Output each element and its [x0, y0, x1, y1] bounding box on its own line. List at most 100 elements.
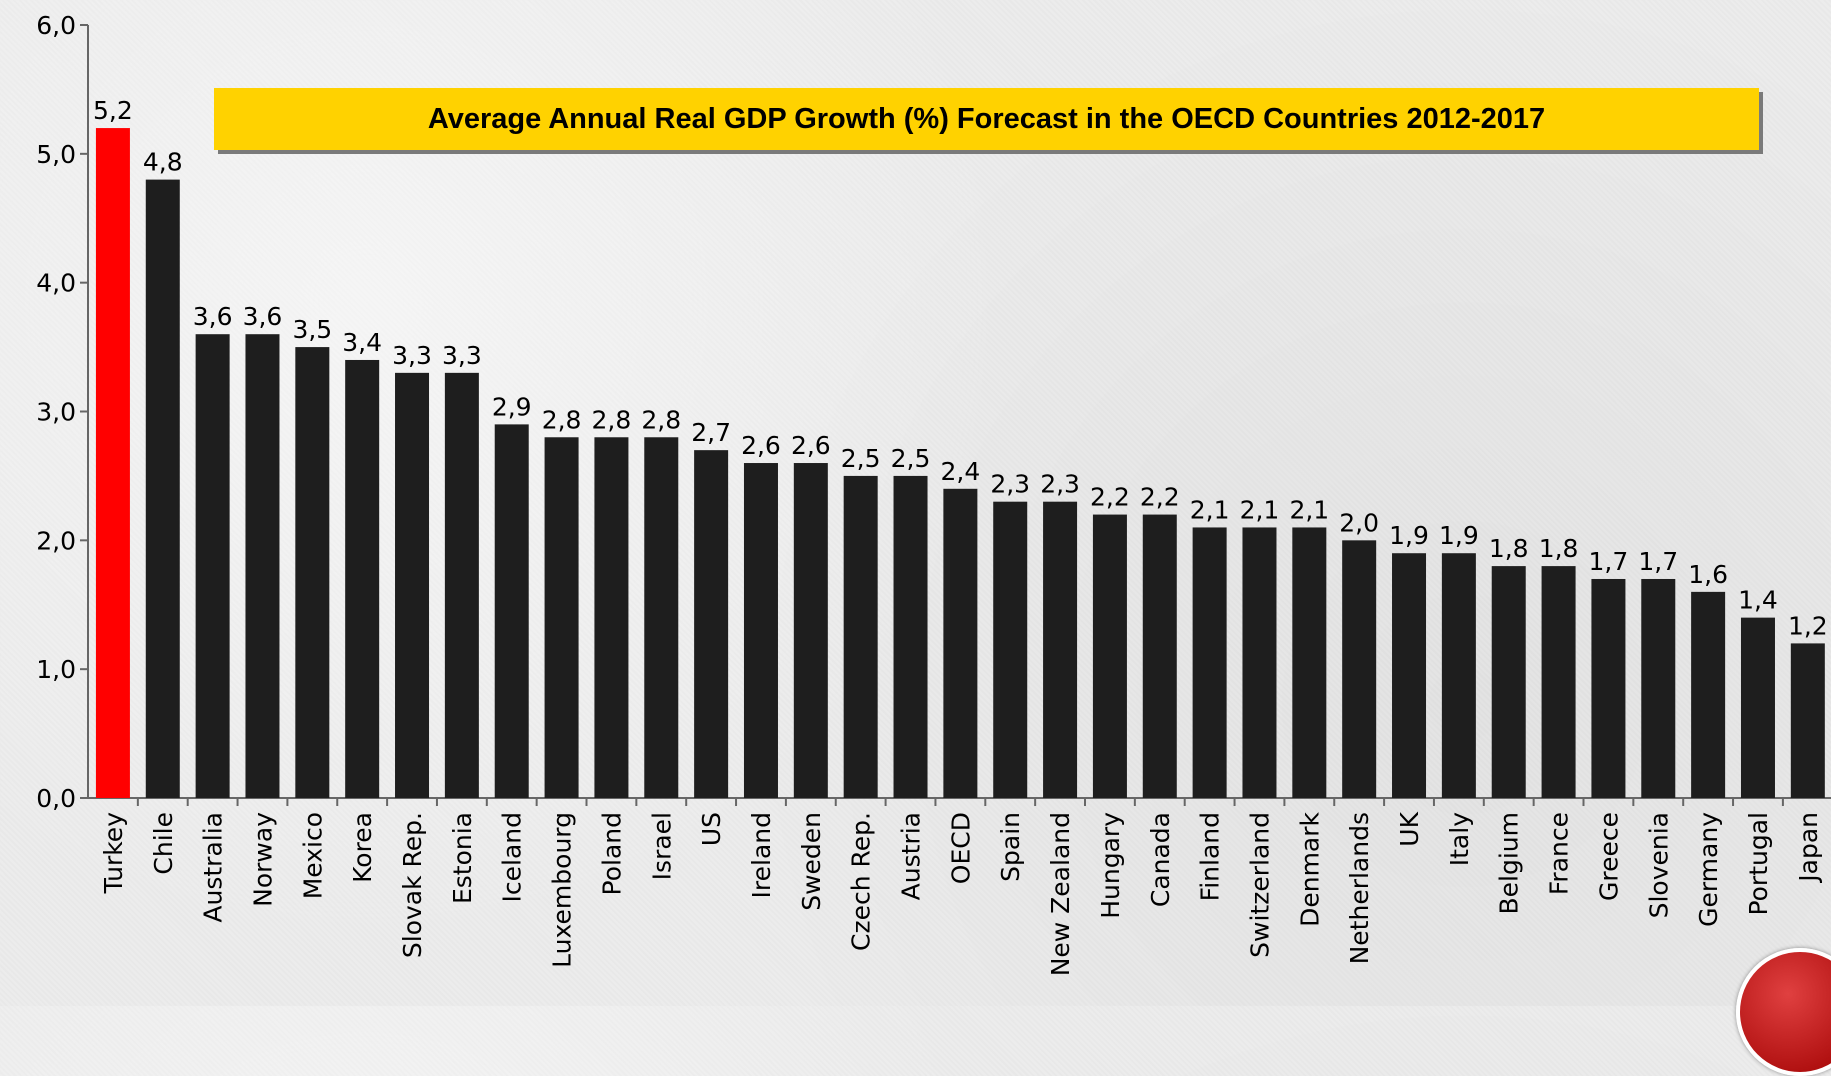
bar-new-zealand	[1043, 501, 1078, 798]
data-label: 1,9	[1439, 521, 1479, 550]
data-label: 2,3	[1040, 470, 1080, 499]
bar-canada	[1142, 514, 1177, 798]
bar-mexico	[295, 347, 330, 798]
x-tick-label: Finland	[1196, 812, 1225, 901]
bar-chile	[145, 179, 180, 799]
data-label: 1,8	[1489, 534, 1529, 563]
bar-australia	[195, 334, 230, 798]
y-tick-label: 4,0	[36, 269, 76, 298]
x-tick-label: Estonia	[448, 812, 477, 904]
bar-estonia	[444, 372, 479, 798]
data-label: 1,6	[1688, 560, 1728, 589]
bar-italy	[1441, 553, 1476, 798]
bar-norway	[245, 334, 280, 798]
bar-sweden	[793, 463, 828, 798]
data-label: 3,6	[193, 302, 233, 331]
data-label: 3,4	[342, 328, 382, 357]
data-label: 3,3	[442, 341, 482, 370]
x-tick-label: Poland	[597, 812, 626, 895]
x-tick-label: Netherlands	[1345, 812, 1374, 964]
x-tick-label: Slovak Rep.	[398, 812, 427, 958]
data-label: 2,2	[1090, 483, 1130, 512]
x-tick-label: Turkey	[99, 812, 128, 895]
data-label: 2,1	[1190, 495, 1230, 524]
bar-chart: 0,0 1,0 2,0 3,0 4,0 5,0 6,0 5,2 Turkey 4,8 Chile 3,…	[36, 11, 1831, 976]
data-label: 5,2	[93, 96, 133, 125]
bar-czech-rep-	[843, 475, 878, 798]
x-tick-label: Czech Rep.	[847, 812, 876, 951]
data-label: 4,8	[143, 148, 183, 177]
bar-spain	[993, 501, 1028, 798]
y-tick-label: 6,0	[36, 11, 76, 40]
data-label: 2,8	[592, 405, 632, 434]
x-tick-label: Denmark	[1295, 811, 1324, 926]
x-tick-label: Ireland	[747, 812, 776, 898]
x-tick-label: Slovenia	[1644, 812, 1673, 918]
x-tick-label: Iceland	[498, 812, 527, 902]
x-tick-label: Italy	[1445, 812, 1474, 866]
bar-oecd	[943, 488, 978, 798]
data-label: 2,4	[940, 457, 980, 486]
bar-poland	[594, 437, 629, 798]
bar-netherlands	[1342, 540, 1377, 798]
x-tick-label: Hungary	[1096, 812, 1125, 919]
x-tick-label: Spain	[996, 812, 1025, 882]
bar-uk	[1392, 553, 1427, 798]
data-label: 2,2	[1140, 483, 1180, 512]
data-label: 1,2	[1788, 611, 1828, 640]
bar-turkey	[95, 128, 130, 799]
data-label: 2,5	[891, 444, 931, 473]
bar-austria	[893, 475, 928, 798]
y-tick-label: 0,0	[36, 784, 76, 813]
y-tick-label: 5,0	[36, 140, 76, 169]
x-tick-label: New Zealand	[1046, 812, 1075, 976]
bar-slovak-rep-	[395, 372, 430, 798]
data-label: 2,8	[641, 405, 681, 434]
data-label: 1,7	[1638, 547, 1678, 576]
x-tick-label: Israel	[647, 812, 676, 880]
x-tick-label: France	[1545, 812, 1574, 895]
data-label: 1,9	[1389, 521, 1429, 550]
x-tick-label: OECD	[946, 812, 975, 884]
chart-title: Average Annual Real GDP Growth (%) Forec…	[214, 88, 1759, 150]
bar-korea	[345, 359, 380, 798]
bar-france	[1541, 566, 1576, 798]
y-tick-label: 2,0	[36, 526, 76, 555]
data-label: 3,6	[243, 302, 283, 331]
x-tick-label: Belgium	[1495, 812, 1524, 915]
x-tick-label: Portugal	[1744, 812, 1773, 916]
data-label: 2,5	[841, 444, 881, 473]
x-tick-label: Canada	[1146, 812, 1175, 907]
x-tick-label: Korea	[348, 812, 377, 883]
x-tick-label: Japan	[1794, 812, 1823, 884]
data-label: 2,6	[791, 431, 831, 460]
data-label: 2,1	[1240, 495, 1280, 524]
data-label: 2,1	[1289, 495, 1329, 524]
x-tick-label: UK	[1395, 811, 1424, 846]
bar-us	[694, 450, 729, 798]
data-label: 1,4	[1738, 586, 1778, 615]
x-tick-label: Switzerland	[1245, 812, 1274, 958]
data-label: 2,3	[990, 470, 1030, 499]
data-label: 2,0	[1339, 508, 1379, 537]
data-label: 1,8	[1539, 534, 1579, 563]
y-tick-label: 1,0	[36, 655, 76, 684]
bar-portugal	[1740, 617, 1775, 798]
bar-iceland	[494, 424, 529, 798]
y-tick-label: 3,0	[36, 398, 76, 427]
bar-slovenia	[1641, 578, 1676, 798]
data-label: 2,7	[691, 418, 731, 447]
bar-finland	[1192, 527, 1227, 798]
x-tick-label: US	[697, 812, 726, 846]
data-label: 2,9	[492, 392, 532, 421]
x-tick-label: Norway	[248, 812, 277, 907]
bar-greece	[1591, 578, 1626, 798]
bar-denmark	[1292, 527, 1327, 798]
x-tick-label: Australia	[199, 812, 228, 923]
x-tick-label: Germany	[1694, 812, 1723, 927]
bar-hungary	[1092, 514, 1127, 798]
x-tick-label: Greece	[1594, 812, 1623, 901]
data-label: 2,6	[741, 431, 781, 460]
bar-luxembourg	[544, 437, 579, 798]
bar-belgium	[1491, 566, 1526, 798]
